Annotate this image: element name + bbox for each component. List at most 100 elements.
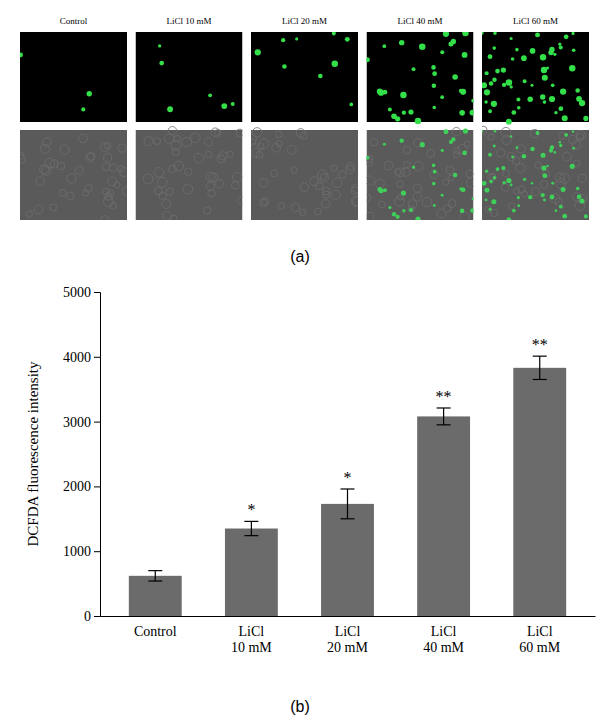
y-axis-title: DCFDA fluorescence intensity bbox=[25, 361, 41, 546]
cell-fluorescence bbox=[482, 32, 484, 35]
cell-fluorescence bbox=[541, 165, 546, 170]
cell-fluorescence bbox=[402, 209, 405, 212]
cell-fluorescence bbox=[562, 115, 568, 121]
cell-fluorescence bbox=[388, 206, 391, 209]
cell-fluorescence bbox=[441, 194, 444, 197]
cell-outline bbox=[262, 198, 269, 205]
cell-outline bbox=[339, 171, 346, 178]
cell-outline bbox=[259, 179, 267, 187]
cell-fluorescence bbox=[530, 84, 533, 87]
cell-outline bbox=[291, 203, 300, 212]
cell-fluorescence bbox=[542, 75, 548, 81]
cell-outline bbox=[402, 168, 410, 176]
cell-outline bbox=[109, 164, 117, 172]
cell-fluorescence bbox=[472, 197, 474, 200]
cell-outline bbox=[378, 201, 385, 208]
bar bbox=[513, 368, 566, 616]
cell-fluorescence bbox=[388, 107, 392, 111]
error-bar bbox=[341, 489, 355, 519]
cell-outline bbox=[41, 166, 50, 175]
cell-fluorescence bbox=[282, 64, 287, 69]
significance-label: * bbox=[344, 469, 352, 486]
y-tick-mark bbox=[94, 357, 100, 358]
fluorescence-image bbox=[251, 32, 358, 122]
image-label: LiCl 60 mM bbox=[513, 16, 558, 26]
merged-image bbox=[482, 130, 589, 220]
cell-outline bbox=[454, 147, 461, 154]
cell-fluorescence bbox=[501, 67, 506, 72]
cell-fluorescence bbox=[159, 61, 164, 66]
cell-fluorescence bbox=[554, 151, 557, 154]
cell-fluorescence bbox=[484, 89, 490, 95]
merged-image bbox=[251, 130, 358, 220]
cell-fluorescence bbox=[540, 54, 546, 60]
cell-fluorescence bbox=[489, 208, 492, 211]
y-tick: 5000 bbox=[63, 285, 100, 300]
cell-fluorescence bbox=[555, 209, 558, 212]
cell-outline bbox=[26, 211, 32, 217]
panel-b: ******010002000300040005000ControlLiCl10… bbox=[25, 285, 596, 655]
cell-outline bbox=[310, 177, 319, 186]
cell-fluorescence bbox=[506, 119, 512, 125]
cell-outline bbox=[39, 164, 48, 173]
cell-fluorescence bbox=[515, 48, 519, 52]
cell-outline bbox=[522, 191, 528, 197]
cell-outline bbox=[540, 181, 548, 189]
cell-fluorescence bbox=[367, 57, 370, 62]
cell-fluorescence bbox=[469, 110, 473, 116]
y-tick-label: 3000 bbox=[63, 415, 91, 430]
cell-fluorescence bbox=[459, 187, 462, 190]
cell-outline bbox=[443, 179, 449, 185]
cell-outline bbox=[108, 177, 117, 186]
cell-outline bbox=[258, 143, 264, 149]
cell-fluorescence bbox=[575, 88, 580, 93]
significance-label: ** bbox=[436, 388, 452, 405]
cell-outline bbox=[414, 162, 423, 171]
cell-outline bbox=[508, 203, 514, 209]
cell-outline bbox=[488, 134, 495, 141]
cell-outline bbox=[86, 153, 95, 162]
cell-fluorescence bbox=[543, 100, 547, 104]
cell-outline bbox=[205, 151, 212, 158]
cell-outline bbox=[60, 145, 69, 154]
cell-outline bbox=[144, 137, 153, 146]
cell-fluorescence bbox=[399, 40, 404, 45]
cell-outline bbox=[497, 149, 505, 157]
cell-fluorescence bbox=[548, 50, 553, 55]
cell-outline bbox=[562, 152, 571, 161]
cell-outline bbox=[502, 135, 511, 144]
cell-outline bbox=[182, 137, 192, 147]
cell-fluorescence bbox=[382, 44, 386, 48]
cell-fluorescence bbox=[528, 195, 532, 199]
cell-outline bbox=[183, 184, 193, 194]
cell-fluorescence bbox=[431, 65, 436, 70]
cell-outline bbox=[375, 179, 384, 188]
cell-fluorescence bbox=[367, 156, 370, 160]
cell-outline bbox=[422, 198, 431, 207]
cell-fluorescence bbox=[493, 176, 497, 180]
cell-fluorescence bbox=[402, 111, 406, 115]
cell-fluorescence bbox=[542, 173, 547, 178]
x-tick: LiCl60 mM bbox=[519, 616, 560, 655]
cell-fluorescence bbox=[576, 96, 582, 102]
cell-outline bbox=[397, 181, 404, 188]
cell-fluorescence bbox=[535, 32, 540, 37]
cell-outline bbox=[331, 165, 337, 171]
cell-fluorescence bbox=[502, 181, 505, 184]
cell-outline bbox=[346, 165, 355, 174]
cell-outline bbox=[251, 139, 256, 146]
x-tick: LiCl40 mM bbox=[423, 616, 464, 655]
y-axis: 010002000300040005000 bbox=[63, 285, 101, 624]
cell-fluorescence bbox=[231, 102, 235, 106]
image-label: LiCl 40 mM bbox=[397, 16, 442, 26]
cell-fluorescence bbox=[580, 199, 585, 204]
fluorescence-image bbox=[367, 32, 474, 122]
cell-outline bbox=[59, 189, 66, 196]
cell-outline bbox=[394, 197, 404, 207]
bar bbox=[417, 416, 470, 616]
cell-outline bbox=[252, 128, 261, 137]
cell-fluorescence bbox=[208, 93, 212, 97]
y-tick-mark bbox=[94, 616, 100, 617]
cell-fluorescence bbox=[540, 153, 545, 158]
cell-fluorescence bbox=[485, 170, 488, 173]
